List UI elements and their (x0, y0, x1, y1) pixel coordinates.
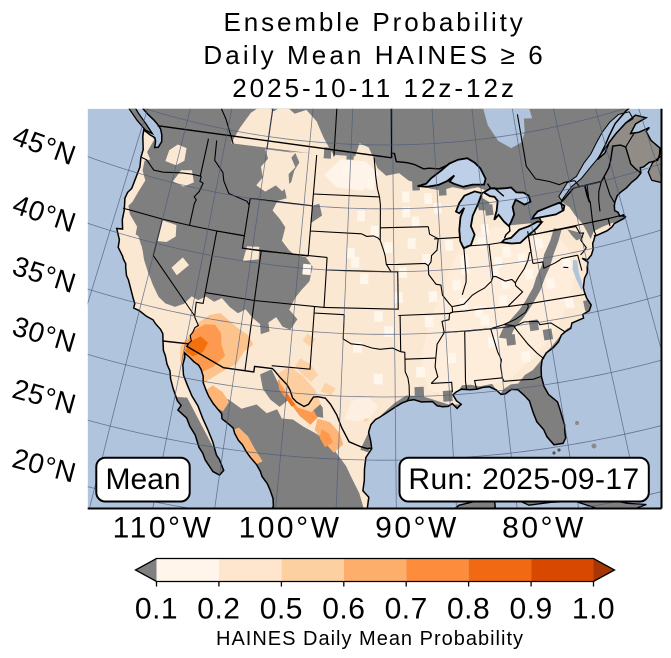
svg-text:0.7: 0.7 (385, 593, 428, 626)
svg-text:0.1: 0.1 (135, 593, 178, 626)
svg-text:1.0: 1.0 (572, 593, 615, 626)
svg-text:100°W: 100°W (239, 512, 342, 545)
svg-text:25°N: 25°N (9, 373, 79, 420)
svg-text:0.5: 0.5 (260, 593, 303, 626)
svg-text:2025-10-11 12z-12z: 2025-10-11 12z-12z (232, 73, 517, 103)
svg-text:20°N: 20°N (9, 442, 79, 488)
svg-text:0.2: 0.2 (197, 593, 240, 626)
svg-text:Daily Mean HAINES ≥ 6: Daily Mean HAINES ≥ 6 (203, 40, 545, 70)
svg-text:80°W: 80°W (502, 512, 586, 545)
svg-text:45°N: 45°N (9, 120, 80, 171)
svg-text:Run: 2025-09-17: Run: 2025-09-17 (408, 463, 639, 496)
svg-text:HAINES Daily Mean Probability: HAINES Daily Mean Probability (216, 628, 524, 650)
svg-text:30°N: 30°N (9, 311, 80, 359)
svg-text:40°N: 40°N (9, 189, 80, 239)
svg-text:90°W: 90°W (375, 512, 459, 545)
svg-text:0.6: 0.6 (322, 593, 365, 626)
svg-text:0.9: 0.9 (509, 593, 552, 626)
svg-text:35°N: 35°N (9, 250, 80, 299)
svg-text:Ensemble Probability: Ensemble Probability (223, 7, 525, 37)
svg-text:Mean: Mean (105, 463, 180, 496)
svg-text:0.8: 0.8 (447, 593, 490, 626)
svg-text:110°W: 110°W (113, 512, 214, 545)
